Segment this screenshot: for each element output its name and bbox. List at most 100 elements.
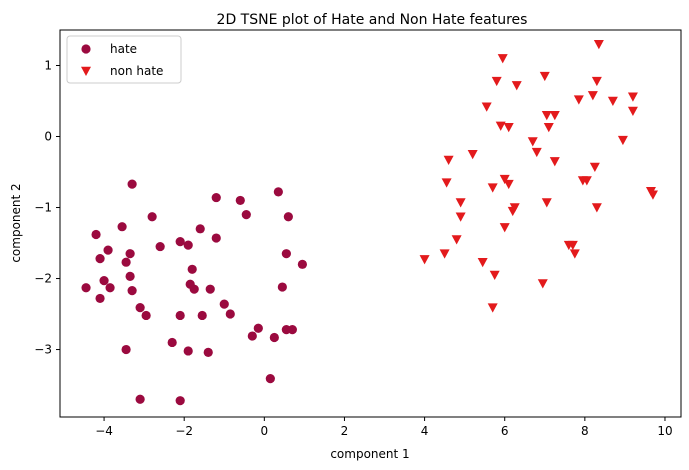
legend-box bbox=[66, 35, 182, 84]
point-hate bbox=[121, 344, 131, 355]
point-non-hate bbox=[627, 106, 638, 116]
legend-symbol-hate bbox=[81, 44, 91, 54]
point-non-hate bbox=[647, 190, 658, 200]
point-non-hate bbox=[587, 91, 598, 101]
legend: hate non hate bbox=[66, 35, 182, 84]
point-hate bbox=[203, 347, 213, 357]
legend-marker-hate bbox=[81, 44, 91, 54]
point-hate bbox=[219, 299, 229, 309]
point-non-hate bbox=[507, 206, 518, 217]
point-hate bbox=[241, 210, 251, 220]
point-hate bbox=[277, 282, 287, 292]
point-hate bbox=[183, 240, 193, 250]
y-tick-label: −3 bbox=[34, 343, 52, 357]
point-non-hate bbox=[531, 147, 542, 158]
point-non-hate bbox=[487, 183, 498, 193]
point-non-hate bbox=[491, 76, 502, 87]
x-axis-label: component 1 bbox=[330, 447, 409, 461]
point-hate bbox=[197, 310, 207, 321]
point-hate bbox=[105, 283, 115, 293]
point-hate bbox=[253, 323, 263, 333]
point-non-hate bbox=[541, 110, 552, 121]
point-non-hate bbox=[497, 54, 508, 64]
point-non-hate bbox=[503, 179, 514, 190]
point-hate bbox=[195, 224, 205, 234]
point-hate bbox=[135, 303, 145, 313]
point-non-hate bbox=[487, 303, 498, 313]
point-hate bbox=[265, 374, 275, 384]
point-non-hate bbox=[441, 178, 452, 188]
point-hate bbox=[205, 284, 215, 294]
point-non-hate bbox=[539, 71, 550, 82]
y-tick-label: 0 bbox=[44, 130, 52, 144]
point-hate bbox=[95, 254, 105, 264]
point-hate bbox=[235, 195, 245, 206]
point-non-hate bbox=[455, 212, 466, 222]
point-hate bbox=[99, 276, 109, 286]
point-non-hate bbox=[591, 76, 602, 87]
point-hate bbox=[125, 249, 135, 259]
x-tick-label: −2 bbox=[175, 424, 193, 438]
point-non-hate bbox=[593, 39, 604, 50]
point-non-hate bbox=[503, 123, 514, 133]
point-hate bbox=[141, 310, 151, 321]
point-non-hate bbox=[549, 157, 560, 167]
y-tick-label: −1 bbox=[34, 201, 52, 215]
point-non-hate bbox=[477, 257, 488, 268]
point-hate bbox=[127, 286, 137, 296]
point-hate bbox=[211, 233, 221, 243]
point-hate bbox=[287, 325, 297, 335]
point-non-hate bbox=[451, 235, 462, 245]
point-hate bbox=[297, 259, 307, 269]
point-hate bbox=[187, 264, 197, 274]
legend-marker-non-hate bbox=[81, 66, 91, 76]
point-non-hate bbox=[591, 203, 602, 213]
point-hate bbox=[167, 337, 177, 348]
x-tick-label: 4 bbox=[421, 424, 429, 438]
point-non-hate bbox=[481, 102, 492, 112]
point-non-hate bbox=[495, 121, 506, 131]
x-tick-label: 6 bbox=[501, 424, 509, 438]
point-non-hate bbox=[489, 270, 500, 280]
point-non-hate bbox=[467, 150, 478, 160]
x-tick-label: 2 bbox=[341, 424, 349, 438]
point-hate bbox=[211, 192, 221, 203]
point-non-hate bbox=[455, 198, 466, 208]
points-layer bbox=[81, 39, 658, 406]
point-non-hate bbox=[581, 176, 592, 186]
legend-label-non-hate: non hate bbox=[110, 64, 163, 78]
point-hate bbox=[127, 179, 137, 189]
point-non-hate bbox=[527, 137, 538, 147]
point-non-hate bbox=[443, 155, 454, 165]
point-non-hate bbox=[543, 123, 554, 133]
point-hate bbox=[147, 212, 157, 222]
point-non-hate bbox=[567, 240, 578, 251]
point-hate bbox=[175, 396, 185, 406]
point-non-hate bbox=[627, 92, 638, 102]
point-hate bbox=[103, 245, 113, 255]
chart-title: 2D TSNE plot of Hate and Non Hate featur… bbox=[217, 12, 528, 28]
x-axis: −4 −2 0 2 4 6 8 10 bbox=[95, 417, 673, 438]
x-tick-label: 0 bbox=[261, 424, 269, 438]
point-hate bbox=[135, 394, 145, 404]
point-non-hate bbox=[499, 174, 510, 185]
point-hate bbox=[117, 222, 127, 232]
point-non-hate bbox=[617, 135, 628, 146]
point-non-hate bbox=[549, 110, 560, 121]
y-axis-label: component 2 bbox=[9, 183, 23, 262]
point-non-hate bbox=[607, 96, 618, 107]
point-non-hate bbox=[589, 162, 600, 173]
y-tick-label: 1 bbox=[44, 59, 52, 73]
point-hate bbox=[91, 229, 101, 240]
point-non-hate bbox=[419, 255, 430, 265]
point-hate bbox=[121, 257, 131, 267]
point-non-hate bbox=[541, 198, 552, 208]
point-hate bbox=[225, 309, 235, 319]
point-hate bbox=[175, 237, 185, 247]
point-hate bbox=[283, 212, 293, 222]
plot-frame bbox=[59, 29, 682, 418]
x-tick-label: −4 bbox=[95, 424, 113, 438]
point-hate bbox=[247, 331, 257, 341]
point-non-hate bbox=[573, 95, 584, 105]
